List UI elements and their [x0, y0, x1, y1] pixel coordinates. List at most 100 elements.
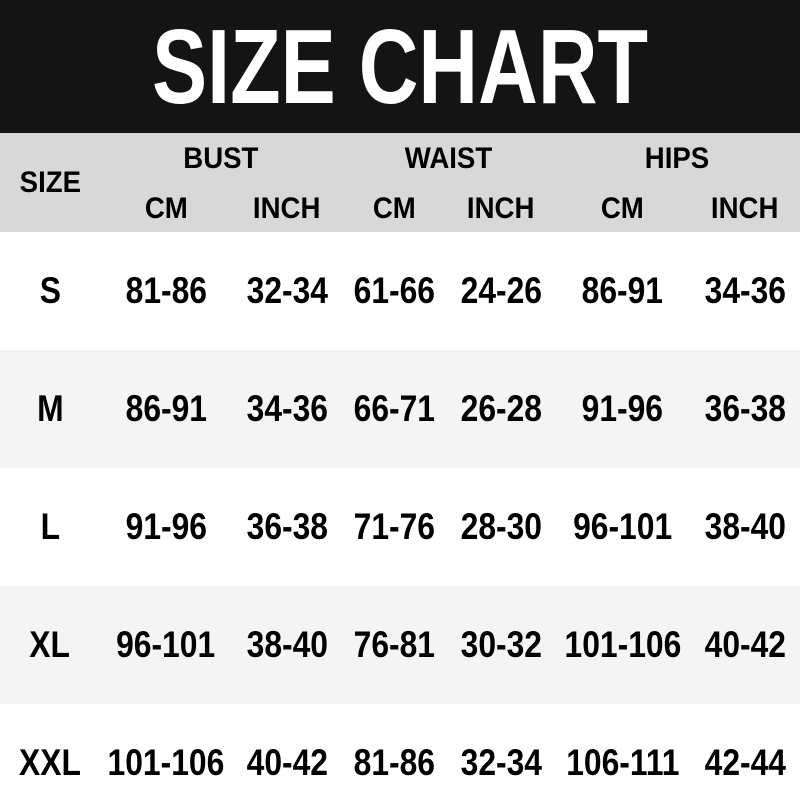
column-header-waist-inch-label: INCH [467, 191, 535, 225]
bust-inch-value: 32-34 [246, 270, 328, 311]
column-header-bust-inch: INCH [232, 185, 342, 232]
table-row-xl: XL 96-101 38-40 76-81 30-32 101-106 40-4… [0, 586, 800, 704]
bust-inch-value: 36-38 [246, 506, 328, 547]
bust-cm-cell: 86-91 [100, 350, 232, 468]
bust-cm-cell: 101-106 [100, 704, 232, 800]
hips-cm-value: 91-96 [581, 388, 664, 429]
column-header-bust-cm: CM [100, 185, 232, 232]
hips-cm-cell: 86-91 [555, 232, 690, 350]
column-header-hips-cm: CM [555, 185, 690, 232]
hips-cm-value: 86-91 [581, 270, 664, 311]
bust-cm-cell: 81-86 [100, 232, 232, 350]
hips-cm-cell: 101-106 [555, 586, 690, 704]
waist-inch-value: 30-32 [460, 624, 542, 665]
hips-inch-cell: 40-42 [690, 586, 800, 704]
column-header-size: SIZE [0, 133, 100, 232]
waist-inch-value: 28-30 [460, 506, 542, 547]
bust-inch-cell: 36-38 [232, 468, 342, 586]
bust-inch-value: 34-36 [246, 388, 328, 429]
waist-cm-cell: 71-76 [342, 468, 447, 586]
waist-cm-cell: 66-71 [342, 350, 447, 468]
waist-cm-value: 61-66 [353, 270, 436, 311]
size-value: S [39, 270, 61, 311]
hips-cm-value: 96-101 [572, 506, 673, 547]
waist-inch-value: 24-26 [460, 270, 542, 311]
hips-inch-value: 40-42 [704, 624, 786, 665]
column-group-bust-label: BUST [183, 142, 259, 175]
bust-cm-value: 81-86 [125, 270, 207, 311]
bust-cm-cell: 96-101 [100, 586, 232, 704]
waist-cm-cell: 76-81 [342, 586, 447, 704]
page-title: SIZE CHART [151, 7, 649, 126]
column-header-hips-inch-label: INCH [711, 191, 779, 225]
hips-cm-cell: 106-111 [555, 704, 690, 800]
waist-cm-cell: 81-86 [342, 704, 447, 800]
column-group-bust: BUST [100, 133, 342, 185]
waist-cm-value: 76-81 [353, 624, 436, 665]
waist-cm-cell: 61-66 [342, 232, 447, 350]
column-header-hips-inch: INCH [690, 185, 800, 232]
size-table: SIZE BUST WAIST HIPS CM INCH CM INCH [0, 133, 800, 800]
column-header-waist-inch: INCH [447, 185, 555, 232]
bust-inch-cell: 38-40 [232, 586, 342, 704]
waist-inch-value: 32-34 [460, 742, 542, 783]
column-group-waist: WAIST [342, 133, 555, 185]
hips-inch-value: 38-40 [704, 506, 786, 547]
waist-cm-value: 71-76 [353, 506, 436, 547]
bust-cm-value: 86-91 [125, 388, 207, 429]
hips-inch-cell: 34-36 [690, 232, 800, 350]
title-bar: SIZE CHART [0, 0, 800, 133]
hips-inch-cell: 36-38 [690, 350, 800, 468]
column-header-bust-inch-label: INCH [253, 191, 321, 225]
size-value: XL [29, 624, 71, 665]
hips-inch-value: 42-44 [704, 742, 786, 783]
size-cell: S [0, 232, 100, 350]
size-cell: XXL [0, 704, 100, 800]
waist-inch-cell: 30-32 [447, 586, 555, 704]
bust-cm-cell: 91-96 [100, 468, 232, 586]
bust-inch-value: 40-42 [246, 742, 328, 783]
waist-cm-value: 81-86 [353, 742, 436, 783]
column-header-waist-cm: CM [342, 185, 447, 232]
table-row-s: S 81-86 32-34 61-66 24-26 86-91 34-36 [0, 232, 800, 350]
hips-cm-value: 106-111 [565, 742, 680, 783]
waist-inch-cell: 28-30 [447, 468, 555, 586]
bust-inch-value: 38-40 [246, 624, 328, 665]
waist-inch-cell: 32-34 [447, 704, 555, 800]
table-header: SIZE BUST WAIST HIPS CM INCH CM INCH [0, 133, 800, 232]
hips-inch-cell: 42-44 [690, 704, 800, 800]
size-cell: XL [0, 586, 100, 704]
size-cell: L [0, 468, 100, 586]
hips-cm-cell: 91-96 [555, 350, 690, 468]
hips-inch-cell: 38-40 [690, 468, 800, 586]
column-header-size-label: SIZE [19, 165, 81, 199]
column-header-bust-cm-label: CM [144, 191, 188, 225]
bust-inch-cell: 32-34 [232, 232, 342, 350]
waist-inch-cell: 24-26 [447, 232, 555, 350]
bust-cm-value: 91-96 [125, 506, 207, 547]
hips-cm-cell: 96-101 [555, 468, 690, 586]
bust-inch-cell: 34-36 [232, 350, 342, 468]
column-group-hips: HIPS [555, 133, 800, 185]
column-group-waist-label: WAIST [404, 142, 493, 175]
waist-inch-cell: 26-28 [447, 350, 555, 468]
waist-inch-value: 26-28 [460, 388, 542, 429]
column-header-waist-cm-label: CM [373, 191, 416, 225]
size-value: XXL [19, 742, 81, 783]
hips-cm-value: 101-106 [564, 624, 681, 665]
bust-cm-value: 101-106 [107, 742, 225, 783]
column-group-hips-label: HIPS [645, 142, 710, 175]
size-cell: M [0, 350, 100, 468]
table-row-m: M 86-91 34-36 66-71 26-28 91-96 36-38 [0, 350, 800, 468]
hips-inch-value: 34-36 [704, 270, 786, 311]
size-value: L [40, 506, 60, 547]
hips-inch-value: 36-38 [704, 388, 786, 429]
bust-inch-cell: 40-42 [232, 704, 342, 800]
table-row-xxl: XXL 101-106 40-42 81-86 32-34 106-111 42… [0, 704, 800, 800]
bust-cm-value: 96-101 [116, 624, 216, 665]
table-row-l: L 91-96 36-38 71-76 28-30 96-101 38-40 [0, 468, 800, 586]
size-value: M [36, 388, 64, 429]
waist-cm-value: 66-71 [353, 388, 436, 429]
column-header-hips-cm-label: CM [601, 191, 644, 225]
